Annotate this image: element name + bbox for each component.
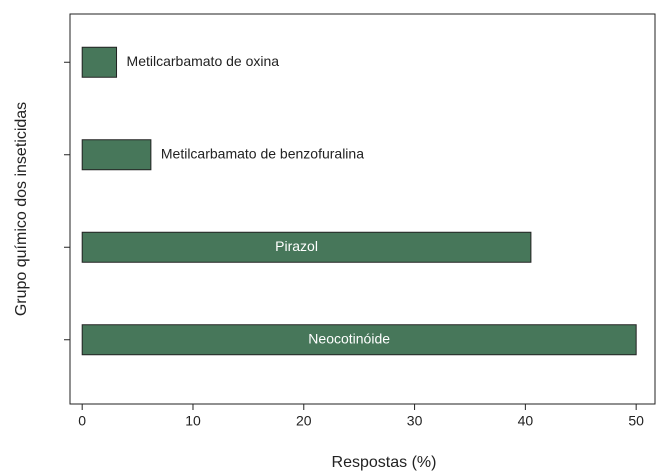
x-tick-label: 20 [296,413,312,429]
x-tick-label: 50 [628,413,644,429]
x-tick-label: 30 [407,413,423,429]
x-tick-label: 0 [78,413,86,429]
bar-label: Metilcarbamato de benzofuralina [161,145,364,161]
bar-label: Neocotinóide [308,330,390,346]
x-axis-label: Respostas (%) [332,454,437,471]
bar [81,324,637,356]
bar [81,139,152,171]
plot-frame [69,13,656,405]
bar-label: Metilcarbamato de oxina [127,53,280,69]
x-tick-label: 40 [518,413,534,429]
bar [81,46,118,78]
x-tick-label: 10 [185,413,201,429]
bar [81,231,532,263]
y-axis-label: Grupo químico dos inseticidas [13,102,30,316]
bar-label: Pirazol [275,238,318,254]
